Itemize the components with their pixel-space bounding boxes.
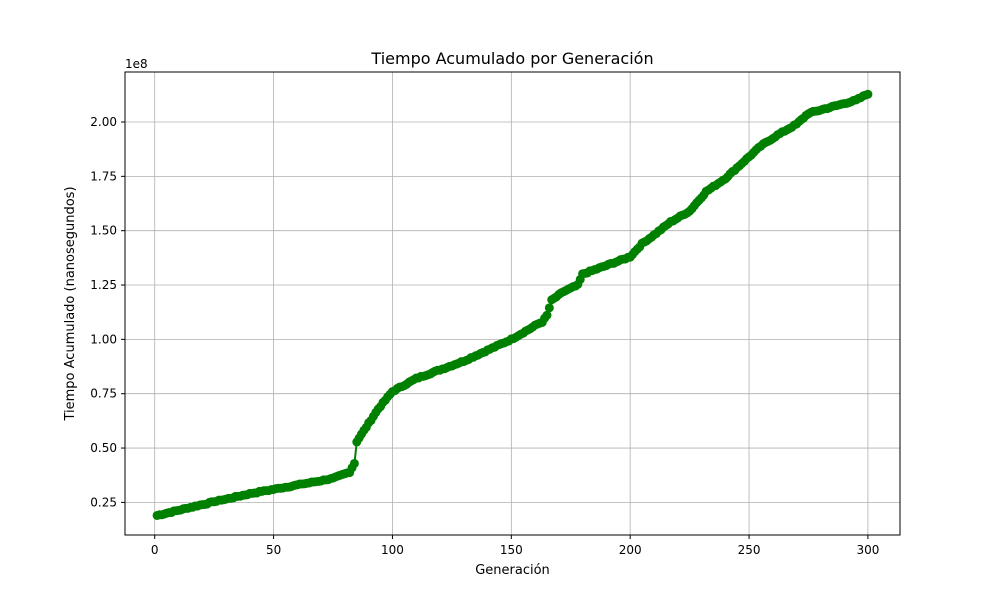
x-tick-label: 250	[738, 543, 761, 557]
data-point	[349, 458, 359, 468]
x-tick-label: 100	[381, 543, 404, 557]
y-axis: 0.25 0.50 0.75 1.00 1.25 1.50 1.75 2.00	[90, 115, 125, 509]
y-tick-label: 1.00	[90, 332, 117, 346]
y-tick-label: 0.25	[90, 495, 117, 509]
y-axis-multiplier: 1e8	[125, 57, 148, 71]
x-tick-label: 50	[266, 543, 281, 557]
x-tick-label: 150	[500, 543, 523, 557]
series	[152, 89, 873, 520]
x-tick-label: 0	[151, 543, 159, 557]
y-tick-label: 1.50	[90, 224, 117, 238]
data-point	[544, 303, 554, 313]
y-tick-label: 0.75	[90, 387, 117, 401]
plot-area	[125, 72, 900, 535]
y-tick-label: 2.00	[90, 115, 117, 129]
x-axis: 0 50 100 150 200 250 300	[151, 535, 879, 557]
data-point	[542, 310, 552, 320]
y-tick-label: 1.75	[90, 169, 117, 183]
x-tick-label: 300	[856, 543, 879, 557]
y-axis-label: Tiempo Acumulado (nanosegundos)	[63, 186, 78, 421]
plot-frame	[124, 71, 901, 536]
x-tick-label: 200	[619, 543, 642, 557]
y-tick-label: 1.25	[90, 278, 117, 292]
chart-title: Tiempo Acumulado por Generación	[370, 49, 653, 68]
data-point	[863, 89, 873, 99]
y-tick-label: 0.50	[90, 441, 117, 455]
x-axis-label: Generación	[475, 563, 550, 578]
